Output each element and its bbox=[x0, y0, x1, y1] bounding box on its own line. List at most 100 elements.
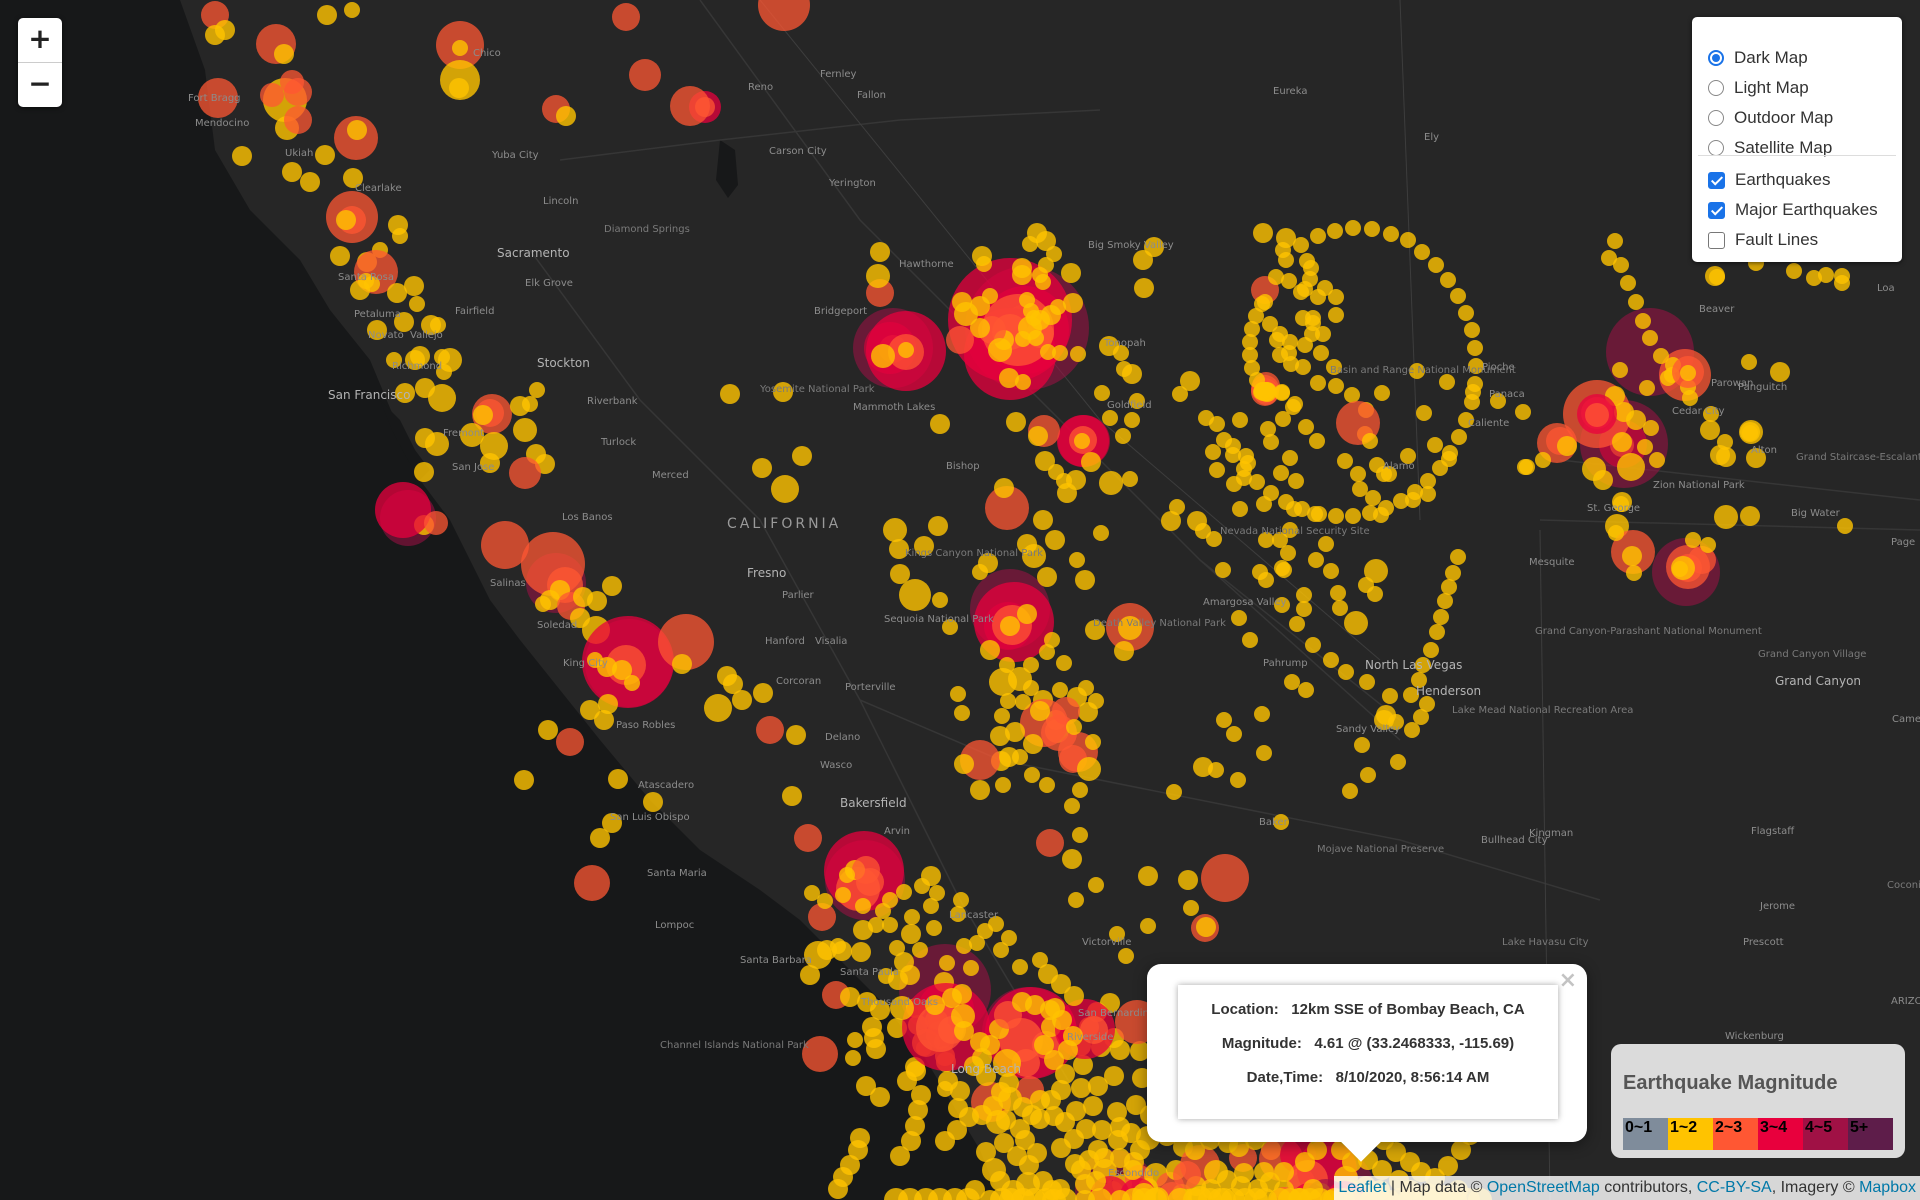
earthquake-marker[interactable] bbox=[950, 906, 966, 922]
earthquake-marker[interactable] bbox=[315, 145, 335, 165]
earthquake-marker[interactable] bbox=[1078, 680, 1094, 696]
earthquake-marker[interactable] bbox=[473, 405, 493, 425]
earthquake-marker[interactable] bbox=[1818, 267, 1834, 283]
earthquake-marker[interactable] bbox=[1315, 326, 1331, 342]
earthquake-marker[interactable] bbox=[1244, 360, 1260, 376]
earthquake-marker[interactable] bbox=[1313, 345, 1329, 361]
earthquake-marker[interactable] bbox=[1038, 964, 1058, 984]
earthquake-marker[interactable] bbox=[848, 1140, 868, 1160]
earthquake-marker[interactable] bbox=[424, 511, 448, 535]
earthquake-marker[interactable] bbox=[1362, 505, 1378, 521]
earthquake-marker[interactable] bbox=[1746, 448, 1766, 468]
earthquake-marker[interactable] bbox=[993, 1049, 1021, 1077]
earthquake-marker[interactable] bbox=[1458, 412, 1474, 428]
leaflet-link[interactable]: Leaflet bbox=[1338, 1179, 1387, 1196]
earthquake-marker[interactable] bbox=[976, 256, 992, 272]
earthquake-marker[interactable] bbox=[937, 1081, 953, 1097]
earthquake-marker[interactable] bbox=[963, 960, 979, 976]
earthquake-marker[interactable] bbox=[602, 813, 622, 833]
earthquake-marker[interactable] bbox=[1015, 374, 1031, 390]
earthquake-marker[interactable] bbox=[1118, 616, 1142, 640]
earthquake-marker[interactable] bbox=[1414, 244, 1430, 260]
earthquake-marker[interactable] bbox=[1352, 481, 1368, 497]
earthquake-marker[interactable] bbox=[1407, 484, 1423, 500]
earthquake-marker[interactable] bbox=[1130, 1041, 1150, 1061]
earthquake-marker[interactable] bbox=[942, 988, 962, 1008]
earthquake-marker[interactable] bbox=[840, 987, 860, 1007]
earthquake-marker[interactable] bbox=[1023, 303, 1039, 319]
earthquake-marker[interactable] bbox=[1102, 410, 1118, 426]
earthquake-marker[interactable] bbox=[1193, 757, 1213, 777]
earthquake-marker[interactable] bbox=[1354, 737, 1370, 753]
earthquake-marker[interactable] bbox=[1714, 505, 1738, 529]
earthquake-marker[interactable] bbox=[1465, 384, 1481, 400]
earthquake-marker[interactable] bbox=[1036, 829, 1064, 857]
earthquake-marker[interactable] bbox=[1350, 466, 1366, 482]
earthquake-marker[interactable] bbox=[1289, 616, 1305, 632]
earthquake-marker[interactable] bbox=[1037, 567, 1057, 587]
earthquake-marker[interactable] bbox=[1639, 380, 1655, 396]
earthquake-marker[interactable] bbox=[1000, 693, 1016, 709]
earthquake-marker[interactable] bbox=[1284, 674, 1300, 690]
earthquake-marker[interactable] bbox=[624, 675, 640, 691]
earthquake-marker[interactable] bbox=[1303, 260, 1319, 276]
earthquake-marker[interactable] bbox=[1376, 466, 1392, 482]
earthquake-marker[interactable] bbox=[1062, 849, 1082, 869]
earthquake-marker[interactable] bbox=[956, 938, 972, 954]
earthquake-marker[interactable] bbox=[1432, 460, 1448, 476]
earthquake-marker[interactable] bbox=[1519, 459, 1535, 475]
earthquake-marker[interactable] bbox=[896, 884, 912, 900]
earthquake-marker[interactable] bbox=[1232, 412, 1248, 428]
earthquake-marker[interactable] bbox=[1278, 494, 1294, 510]
earthquake-marker[interactable] bbox=[1635, 313, 1651, 329]
earthquake-marker[interactable] bbox=[930, 414, 950, 434]
earthquake-marker[interactable] bbox=[1423, 642, 1439, 658]
earthquake-marker[interactable] bbox=[1282, 450, 1298, 466]
earthquake-marker[interactable] bbox=[1441, 579, 1457, 595]
earthquake-marker[interactable] bbox=[1372, 1160, 1392, 1180]
earthquake-marker[interactable] bbox=[1342, 783, 1358, 799]
earthquake-marker[interactable] bbox=[1055, 1064, 1075, 1084]
earthquake-marker[interactable] bbox=[670, 86, 710, 126]
earthquake-marker[interactable] bbox=[1328, 307, 1344, 323]
earthquake-marker[interactable] bbox=[535, 596, 551, 612]
earthquake-marker[interactable] bbox=[1294, 501, 1310, 517]
earthquake-marker[interactable] bbox=[1276, 562, 1292, 578]
earthquake-marker[interactable] bbox=[556, 106, 576, 126]
earthquake-marker[interactable] bbox=[1024, 767, 1040, 783]
earthquake-marker[interactable] bbox=[830, 938, 846, 954]
earthquake-marker[interactable] bbox=[1063, 293, 1083, 313]
earthquake-marker[interactable] bbox=[988, 916, 1004, 932]
earthquake-marker[interactable] bbox=[890, 564, 910, 584]
earthquake-marker[interactable] bbox=[1050, 299, 1066, 315]
earthquake-marker[interactable] bbox=[1204, 1160, 1228, 1184]
earthquake-marker[interactable] bbox=[232, 146, 252, 166]
earthquake-marker[interactable] bbox=[1464, 322, 1480, 338]
base-layer-outdoor-map[interactable]: Outdoor Map bbox=[1708, 104, 1833, 132]
earthquake-marker[interactable] bbox=[1044, 1050, 1064, 1070]
earthquake-marker[interactable] bbox=[782, 786, 802, 806]
earthquake-marker[interactable] bbox=[970, 318, 990, 338]
earthquake-marker[interactable] bbox=[1232, 501, 1248, 517]
earthquake-marker[interactable] bbox=[1716, 447, 1736, 467]
earthquake-marker[interactable] bbox=[1622, 546, 1642, 566]
earthquake-marker[interactable] bbox=[1680, 365, 1696, 381]
earthquake-marker[interactable] bbox=[1388, 714, 1404, 730]
earthquake-marker[interactable] bbox=[1613, 257, 1629, 273]
earthquake-marker[interactable] bbox=[1258, 532, 1274, 548]
earthquake-marker[interactable] bbox=[1093, 525, 1109, 541]
earthquake-marker[interactable] bbox=[1411, 672, 1427, 688]
earthquake-marker[interactable] bbox=[845, 1050, 861, 1066]
earthquake-marker[interactable] bbox=[1490, 393, 1506, 409]
earthquake-marker[interactable] bbox=[1118, 948, 1134, 964]
earthquake-marker[interactable] bbox=[513, 418, 537, 442]
earthquake-marker[interactable] bbox=[574, 865, 610, 901]
earthquake-marker[interactable] bbox=[1254, 296, 1270, 312]
earthquake-marker[interactable] bbox=[704, 694, 732, 722]
earthquake-marker[interactable] bbox=[1028, 426, 1048, 446]
earthquake-marker[interactable] bbox=[928, 516, 948, 536]
earthquake-marker[interactable] bbox=[392, 228, 408, 244]
earthquake-marker[interactable] bbox=[994, 478, 1014, 498]
earthquake-marker[interactable] bbox=[1244, 1188, 1268, 1200]
earthquake-marker[interactable] bbox=[1263, 434, 1279, 450]
